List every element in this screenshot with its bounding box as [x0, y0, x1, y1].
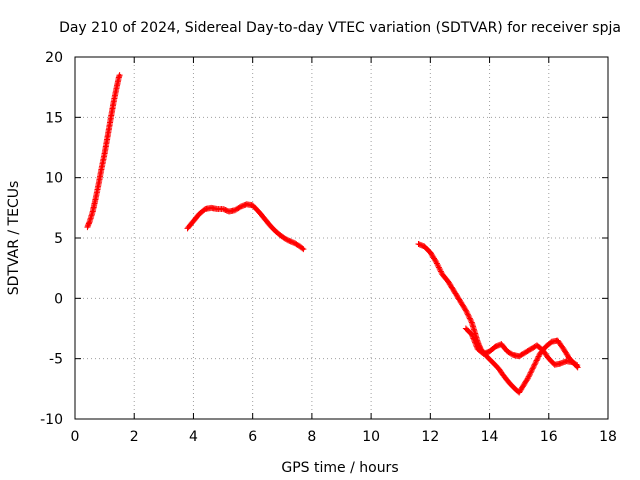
data-point-marker — [437, 267, 444, 274]
data-point-marker — [473, 343, 480, 350]
data-point-marker — [300, 246, 307, 253]
data-point-marker — [533, 357, 540, 364]
data-point-marker — [535, 353, 542, 360]
y-axis-label: SDTVAR / TECUs — [6, 181, 22, 296]
y-tick-label: 5 — [54, 231, 63, 247]
data-point-marker — [532, 360, 539, 367]
data-point-marker — [433, 259, 440, 266]
series-segment — [84, 72, 123, 231]
data-point-marker — [464, 311, 471, 318]
data-point-marker — [465, 312, 472, 319]
data-point-marker — [524, 376, 531, 383]
data-point-marker — [469, 332, 476, 339]
data-point-marker — [462, 306, 469, 313]
data-point-marker — [530, 362, 537, 369]
series-segment — [184, 201, 307, 253]
chart-title: Day 210 of 2024, Sidereal Day-to-day VTE… — [59, 20, 621, 36]
x-tick-label: 2 — [130, 429, 139, 445]
y-tick-label: 15 — [45, 110, 63, 126]
data-point-marker — [464, 310, 471, 317]
data-point-marker — [433, 260, 440, 267]
data-point-marker — [469, 334, 476, 341]
data-point-marker — [470, 336, 477, 343]
data-point-marker — [299, 245, 306, 252]
x-tick-label: 18 — [599, 429, 617, 445]
data-point-marker — [530, 364, 537, 371]
y-tick-label: -5 — [49, 352, 63, 368]
data-point-marker — [468, 331, 475, 338]
y-tick-label: -10 — [40, 412, 63, 428]
x-tick-label: 8 — [307, 429, 316, 445]
plot-frame — [74, 56, 609, 420]
data-point-marker — [434, 261, 441, 268]
data-point-marker — [432, 257, 439, 264]
x-tick-label: 4 — [189, 429, 198, 445]
data-point-marker — [116, 72, 123, 79]
data-point-marker — [473, 342, 480, 349]
x-tick-label: 16 — [540, 429, 558, 445]
data-point-marker — [529, 365, 536, 372]
x-axis-label: GPS time / hours — [281, 460, 398, 476]
x-tick-label: 0 — [71, 429, 80, 445]
data-point-marker — [466, 315, 473, 322]
data-point-marker — [467, 316, 474, 323]
data-point-marker — [468, 318, 475, 325]
grid-lines — [75, 57, 608, 419]
data-point-marker — [463, 308, 470, 315]
data-point-marker — [531, 361, 538, 368]
data-point-marker — [527, 369, 534, 376]
y-tick-label: 20 — [45, 50, 63, 66]
data-point-marker — [466, 314, 473, 321]
data-point-marker — [471, 338, 478, 345]
data-point-marker — [436, 265, 443, 272]
data-point-marker — [534, 356, 541, 363]
data-point-marker — [526, 372, 533, 379]
series-segment — [415, 241, 581, 396]
data-point-marker — [470, 335, 477, 342]
data-point-marker — [574, 362, 581, 369]
x-tick-label: 12 — [421, 429, 439, 445]
x-tick-label: 10 — [362, 429, 380, 445]
data-point-marker — [528, 368, 535, 375]
y-tick-label: 0 — [54, 291, 63, 307]
data-point-marker — [435, 264, 442, 271]
data-point-marker — [525, 373, 532, 380]
data-point-marker — [534, 354, 541, 361]
axis-ticks: 0 2 4 6 8 10 12 14 16 18 -10 -5 0 5 10 15 20 — [40, 50, 617, 445]
x-tick-label: 6 — [248, 429, 257, 445]
y-tick-label: 10 — [45, 171, 63, 187]
x-tick-label: 14 — [481, 429, 499, 445]
data-series — [84, 72, 581, 396]
data-point-marker — [525, 374, 532, 381]
data-point-marker — [532, 358, 539, 365]
data-point-marker — [472, 340, 479, 347]
data-point-marker — [472, 339, 479, 346]
data-point-marker — [528, 366, 535, 373]
data-point-marker — [527, 370, 534, 377]
data-point-marker — [437, 268, 444, 275]
data-point-marker — [573, 361, 580, 368]
data-point-marker — [462, 307, 469, 314]
data-point-marker — [435, 263, 442, 270]
series-segment — [462, 325, 581, 369]
